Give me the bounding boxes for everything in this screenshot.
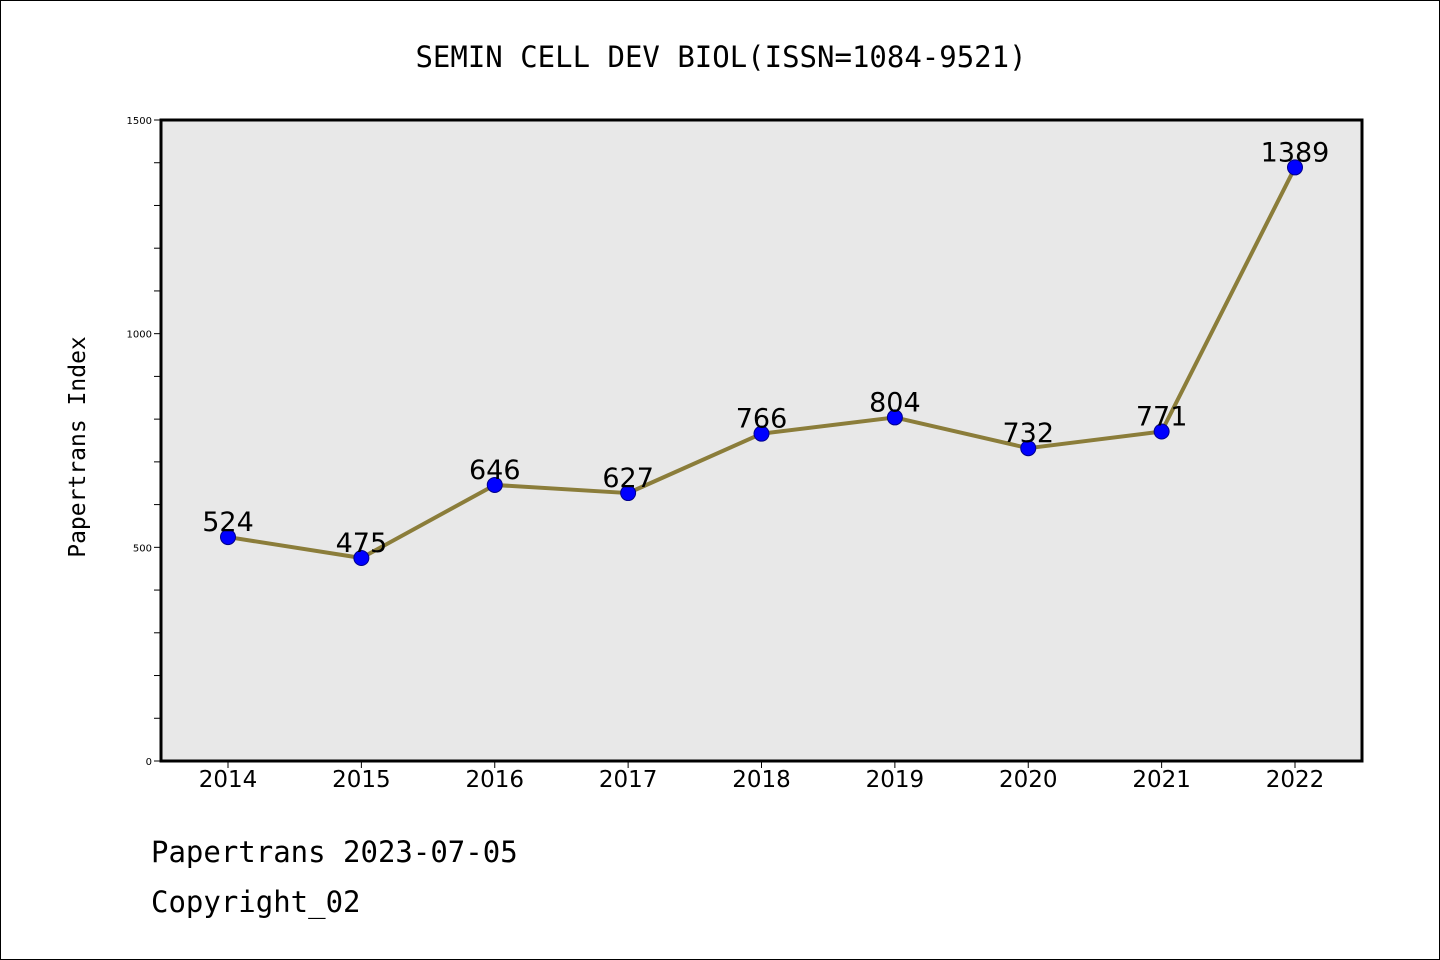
footer-source: Papertrans 2023-07-05 — [151, 835, 518, 869]
x-tick-label: 2019 — [866, 767, 925, 793]
x-tick-label: 2021 — [1132, 767, 1191, 793]
data-point — [1020, 440, 1037, 457]
data-point — [1153, 423, 1170, 440]
x-axis-ticks: 2014 2015 2016 2017 2018 2019 2020 2021 2022 — [199, 761, 1325, 793]
y-axis-label: Papertrans Index — [65, 336, 91, 558]
data-label: 766 — [736, 404, 788, 435]
data-point — [486, 476, 503, 493]
line-chart: SEMIN CELL DEV BIOL(ISSN=1084-9521) Pape… — [65, 40, 1364, 793]
x-tick-label: 2015 — [332, 767, 391, 793]
y-tick-label: 1500 — [127, 116, 152, 127]
data-point — [620, 485, 637, 502]
y-tick-label: 1000 — [127, 330, 152, 341]
x-tick-label: 2016 — [465, 767, 524, 793]
data-point — [886, 409, 903, 426]
chart-title: SEMIN CELL DEV BIOL(ISSN=1084-9521) — [415, 40, 1026, 74]
data-label: 771 — [1136, 402, 1188, 433]
x-tick-label: 2020 — [999, 767, 1058, 793]
data-labels: 524 475 646 627 766 804 732 771 1389 — [202, 137, 1329, 559]
data-label: 1389 — [1261, 137, 1330, 168]
y-tick-label: 0 — [146, 757, 152, 768]
footer-copyright: Copyright_02 — [151, 885, 361, 919]
data-markers — [220, 159, 1303, 567]
data-label: 524 — [202, 507, 254, 538]
data-label: 646 — [469, 455, 521, 486]
y-tick-label: 500 — [133, 543, 152, 554]
y-axis-ticks: 0 500 1000 1500 — [127, 116, 161, 768]
data-label: 627 — [602, 463, 654, 494]
data-point — [1287, 159, 1303, 176]
data-label: 732 — [1002, 418, 1054, 449]
x-tick-label: 2014 — [199, 767, 258, 793]
data-point — [353, 550, 370, 567]
data-label: 475 — [336, 528, 388, 559]
x-tick-label: 2018 — [732, 767, 791, 793]
data-label: 804 — [869, 387, 921, 418]
x-tick-label: 2022 — [1266, 767, 1325, 793]
x-tick-label: 2017 — [599, 767, 658, 793]
data-point — [753, 425, 770, 442]
data-point — [220, 529, 236, 546]
